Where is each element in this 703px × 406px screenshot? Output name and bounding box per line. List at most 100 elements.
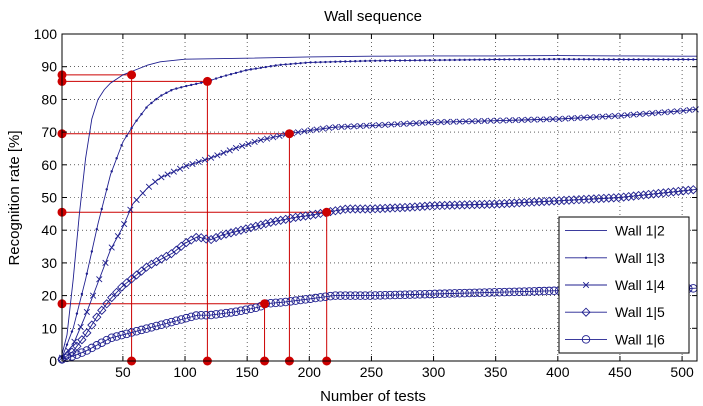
series-marker xyxy=(326,291,335,301)
series-marker xyxy=(653,188,664,199)
series-marker xyxy=(108,244,115,251)
series-marker xyxy=(667,58,670,61)
series-marker xyxy=(296,295,305,305)
series-marker xyxy=(648,189,659,199)
x-tick-label: 250 xyxy=(360,364,384,380)
series-marker xyxy=(221,229,231,239)
series-marker xyxy=(393,59,397,62)
series-marker xyxy=(65,343,69,346)
legend-item: Wall 1|6 xyxy=(565,331,665,347)
series-marker xyxy=(226,228,236,238)
series-marker xyxy=(186,312,196,322)
series-marker xyxy=(157,320,166,329)
series-marker xyxy=(97,305,107,315)
series-marker xyxy=(593,113,600,121)
series-marker xyxy=(307,127,314,134)
series-marker xyxy=(687,58,690,61)
highlight-point xyxy=(260,299,270,309)
series-marker xyxy=(524,287,534,296)
series-marker xyxy=(488,58,491,61)
series-marker xyxy=(481,117,488,125)
series-marker xyxy=(246,304,256,314)
series-marker xyxy=(350,123,358,130)
series-marker xyxy=(160,94,163,97)
legend-item: Wall 1|4 xyxy=(565,277,665,293)
series-marker xyxy=(195,82,198,86)
series-marker xyxy=(468,118,476,125)
series-marker xyxy=(245,140,252,148)
series-marker xyxy=(276,298,285,307)
x-tick-label: 200 xyxy=(298,364,322,380)
series-marker xyxy=(89,292,97,299)
series-marker xyxy=(254,67,258,70)
series-marker xyxy=(206,234,216,245)
series-marker xyxy=(266,217,276,227)
series-marker xyxy=(614,192,624,203)
series-marker xyxy=(90,250,94,253)
series-marker xyxy=(568,115,575,122)
series-marker xyxy=(239,142,246,150)
series-marker xyxy=(346,291,355,300)
series-marker xyxy=(533,58,536,61)
series-marker xyxy=(304,61,307,64)
series-marker xyxy=(195,158,202,166)
series-marker xyxy=(611,112,619,120)
series-marker xyxy=(463,58,466,62)
series-marker xyxy=(518,58,521,61)
series-marker xyxy=(196,310,206,320)
series-marker xyxy=(331,291,340,300)
series-marker xyxy=(239,70,243,73)
series-marker xyxy=(294,129,302,136)
series-marker xyxy=(137,325,146,335)
series-marker xyxy=(398,59,402,62)
series-marker xyxy=(92,312,102,322)
series-marker xyxy=(338,123,345,130)
legend: Wall 1|2 Wall 1|3 Wall 1|4 Wall 1|5 Wall 1|6 xyxy=(558,216,690,354)
series-marker xyxy=(562,58,566,61)
series-marker xyxy=(534,286,544,296)
series-marker xyxy=(306,294,315,303)
series-marker xyxy=(167,317,176,327)
series-marker xyxy=(334,60,337,63)
series-marker xyxy=(341,291,350,300)
series-marker xyxy=(475,288,484,298)
series-marker xyxy=(279,63,282,67)
series-marker xyxy=(587,58,591,61)
series-marker xyxy=(408,59,412,62)
series-marker xyxy=(520,287,529,296)
series-marker xyxy=(510,287,519,297)
legend-label: Wall 1|2 xyxy=(615,223,665,239)
series-marker xyxy=(102,259,109,267)
y-tick-label: 70 xyxy=(41,124,57,140)
series-marker xyxy=(513,58,516,61)
series-marker xyxy=(547,58,551,61)
y-tick-label: 30 xyxy=(41,255,57,271)
series-marker xyxy=(544,286,554,296)
series-marker xyxy=(673,108,681,115)
series-marker xyxy=(95,228,98,231)
y-tick-label: 60 xyxy=(41,157,57,173)
series-marker xyxy=(470,288,479,298)
series-marker xyxy=(122,329,131,339)
series-marker xyxy=(557,57,561,61)
highlight-point xyxy=(284,129,294,139)
highlight-point xyxy=(127,70,137,80)
series-marker xyxy=(369,122,376,129)
series-marker xyxy=(542,58,546,61)
series-marker xyxy=(232,144,240,152)
series-marker xyxy=(269,65,272,68)
series-marker xyxy=(622,58,625,61)
y-tick-label: 0 xyxy=(49,353,57,369)
series-marker xyxy=(572,58,576,61)
series-4 xyxy=(57,185,698,365)
x-tick-label: 100 xyxy=(173,364,197,380)
series-marker xyxy=(528,58,531,61)
series-marker xyxy=(107,292,117,303)
series-marker xyxy=(249,68,253,71)
series-marker xyxy=(214,152,221,159)
series-marker xyxy=(649,110,656,117)
series-marker xyxy=(236,225,246,235)
series-marker xyxy=(321,292,330,301)
series-marker xyxy=(661,109,668,116)
series-marker xyxy=(433,58,436,62)
